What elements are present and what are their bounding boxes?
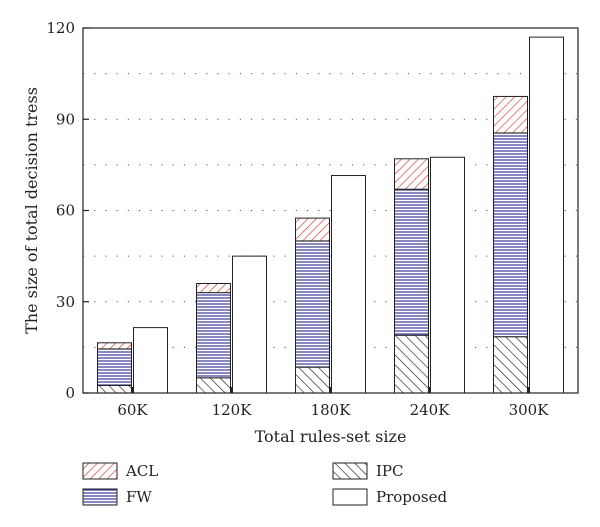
legend: ACL IPC FW Proposed	[82, 462, 448, 506]
bar-proposed-180K	[331, 175, 366, 394]
bar-ipc-180K	[295, 366, 330, 394]
bar-fw-60K	[97, 348, 132, 386]
y-tick-label: 120	[46, 19, 75, 37]
bar-acl-120K	[196, 283, 231, 294]
bar-proposed-120K	[232, 255, 267, 394]
x-axis-ticks: 60K 120K 180K 240K 300K	[117, 387, 549, 419]
bar-ipc-300K	[493, 336, 528, 394]
y-tick-label: 60	[56, 202, 75, 220]
bar-acl-180K	[295, 217, 330, 242]
bar-ipc-240K	[394, 334, 429, 394]
legend-label-fw: FW	[126, 488, 152, 506]
bar-proposed-240K	[430, 156, 465, 394]
x-tick-label: 60K	[117, 401, 148, 419]
bar-acl-60K	[97, 342, 132, 350]
legend-label-proposed: Proposed	[376, 488, 448, 506]
y-axis-label: The size of total decision tress	[22, 87, 41, 334]
legend-label-ipc: IPC	[376, 462, 404, 480]
x-tick-label: 300K	[509, 401, 550, 419]
bars	[97, 36, 564, 394]
bar-fw-180K	[295, 240, 330, 368]
x-tick-label: 180K	[311, 401, 352, 419]
grid-lines	[83, 73, 578, 348]
bar-fw-240K	[394, 188, 429, 336]
bar-fw-120K	[196, 292, 231, 379]
x-tick-label: 120K	[212, 401, 253, 419]
bar-ipc-60K	[97, 384, 132, 394]
legend-swatch-fw	[82, 488, 118, 506]
y-tick-label: 0	[65, 384, 75, 402]
legend-swatch-ipc	[332, 462, 368, 480]
legend-swatch-acl	[82, 462, 118, 480]
legend-swatch-proposed	[332, 488, 368, 506]
y-tick-label: 90	[56, 110, 75, 128]
bar-acl-240K	[394, 158, 429, 190]
y-axis-ticks: 0 30 60 90 120	[46, 19, 89, 402]
bar-proposed-300K	[529, 36, 564, 394]
bar-proposed-60K	[133, 327, 168, 394]
legend-label-acl: ACL	[125, 462, 158, 480]
bar-acl-300K	[493, 95, 528, 134]
bar-fw-300K	[493, 132, 528, 338]
x-axis-label: Total rules-set size	[255, 427, 407, 446]
y-tick-label: 30	[56, 293, 75, 311]
x-tick-label: 240K	[410, 401, 451, 419]
bar-ipc-120K	[196, 377, 231, 394]
